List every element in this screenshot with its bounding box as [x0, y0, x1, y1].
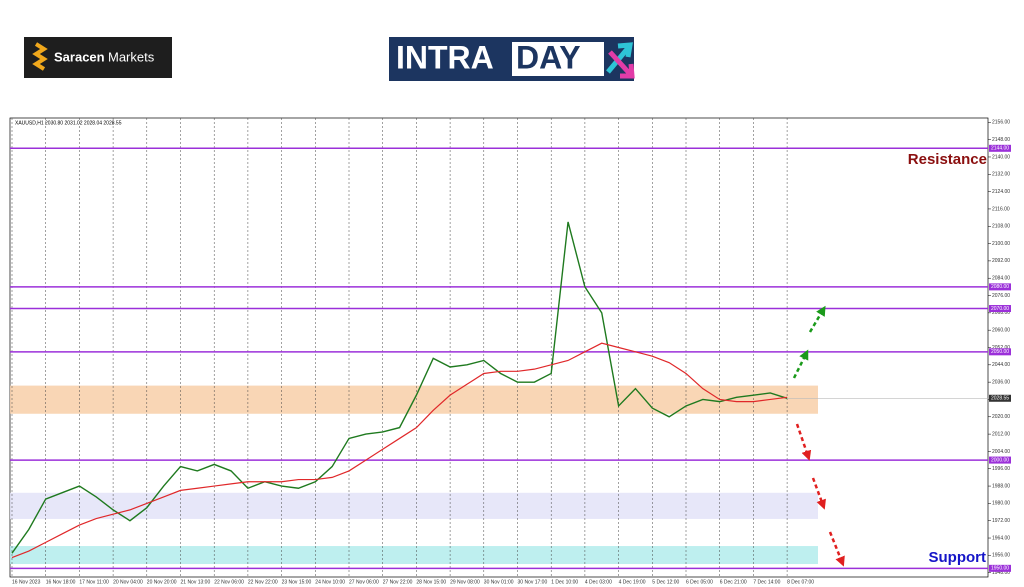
series-line [11, 221, 788, 554]
x-tick-label: 29 Nov 08:00 [450, 579, 480, 585]
x-tick-label: 23 Nov 15:00 [282, 579, 312, 585]
x-tick-label: 4 Dec 19:00 [619, 579, 646, 585]
brand-name: Saracen [54, 49, 105, 64]
y-tick-label: 1988.00 [992, 483, 1010, 489]
x-tick-label: 16 Nov 18:00 [46, 579, 76, 585]
x-tick-label: 22 Nov 22:00 [248, 579, 278, 585]
x-tick-label: 27 Nov 22:00 [383, 579, 413, 585]
x-tick-label: 20 Nov 20:00 [147, 579, 177, 585]
level-label: 2070.00 [991, 306, 1009, 312]
level-label-bg [989, 456, 1011, 464]
x-tick-label: 5 Dec 12:00 [652, 579, 679, 585]
y-tick-label: 2124.00 [992, 189, 1010, 195]
y-tick-label: 2084.00 [992, 276, 1010, 282]
level-label: 1950.00 [991, 566, 1009, 572]
x-tick-label: 30 Nov 01:00 [484, 579, 514, 585]
y-tick-label: 2044.00 [992, 362, 1010, 368]
x-tick-label: 28 Nov 15:00 [416, 579, 446, 585]
level-label: 2080.00 [991, 284, 1009, 290]
zone [10, 492, 818, 519]
y-tick-label: 2004.00 [992, 449, 1010, 455]
banner: INTRA DAY [389, 37, 635, 81]
zone [10, 546, 818, 565]
y-tick-label: 1956.00 [992, 553, 1010, 559]
level-label: 2050.00 [991, 349, 1009, 355]
annotation: Resistance [908, 151, 987, 168]
x-tick-label: 8 Dec 07:00 [787, 579, 814, 585]
level-label-bg [989, 283, 1011, 291]
up-arrow [792, 349, 809, 379]
banner-text: DAY [516, 39, 581, 75]
x-tick-label: 6 Dec 05:00 [686, 579, 713, 585]
x-tick-label: 1 Dec 10:00 [551, 579, 578, 585]
y-tick-label: 2020.00 [992, 414, 1010, 420]
y-tick-label: 1972.00 [992, 518, 1010, 524]
brand-logo: Saracen Markets [24, 37, 172, 78]
level-label-bg [989, 144, 1011, 152]
annotation: Support [929, 549, 987, 566]
last-price-label: 2028.55 [991, 396, 1009, 402]
y-tick-label: 1948.00 [992, 570, 1010, 576]
x-tick-label: 24 Nov 10:00 [315, 579, 345, 585]
y-tick-label: 2036.00 [992, 379, 1010, 385]
y-tick-label: 2092.00 [992, 258, 1010, 264]
y-tick-label: 2140.00 [992, 154, 1010, 160]
x-tick-label: 7 Dec 14:00 [753, 579, 780, 585]
y-tick-label: 2156.00 [992, 120, 1010, 126]
x-tick-label: 4 Dec 03:00 [585, 579, 612, 585]
x-tick-label: 27 Nov 06:00 [349, 579, 379, 585]
y-tick-label: 2012.00 [992, 431, 1010, 437]
y-tick-label: 2108.00 [992, 224, 1010, 230]
y-tick-label: 1980.00 [992, 501, 1010, 507]
banner-text: INTRA [396, 39, 494, 75]
x-tick-label: 20 Nov 04:00 [113, 579, 143, 585]
x-tick-label: 21 Nov 13:00 [181, 579, 211, 585]
down-arrow [811, 477, 826, 510]
level-label-bg [989, 564, 1011, 572]
brand-name: Markets [108, 49, 155, 64]
x-tick-label: 17 Nov 11:00 [79, 579, 109, 585]
y-tick-label: 2100.00 [992, 241, 1010, 247]
x-tick-label: 6 Dec 21:00 [720, 579, 747, 585]
y-tick-label: 2052.00 [992, 345, 1010, 351]
x-tick-label: 16 Nov 2023 [12, 579, 41, 585]
y-tick-label: 2148.00 [992, 137, 1010, 143]
series-line [11, 342, 788, 559]
level-label: 2144.00 [991, 146, 1009, 152]
down-arrow [795, 423, 812, 461]
x-tick-label: 30 Nov 17:00 [518, 579, 548, 585]
level-label: 2000.00 [991, 457, 1009, 463]
y-tick-label: 2076.00 [992, 293, 1010, 299]
y-tick-label: 2116.00 [992, 206, 1010, 212]
last-price-bg [989, 394, 1011, 402]
level-label-bg [989, 348, 1011, 356]
y-tick-label: 2060.00 [992, 328, 1010, 334]
level-label-bg [989, 305, 1011, 313]
y-tick-label: 2132.00 [992, 172, 1010, 178]
up-arrow [808, 305, 826, 333]
chart-title: XAUUSD,H1 2030.80 2031.02 2028.04 2028.5… [15, 120, 122, 126]
down-arrow [828, 531, 845, 567]
y-tick-label: 1964.00 [992, 535, 1010, 541]
y-tick-label: 1996.00 [992, 466, 1010, 472]
x-tick-label: 22 Nov 06:00 [214, 579, 244, 585]
y-tick-label: 2068.00 [992, 310, 1010, 316]
